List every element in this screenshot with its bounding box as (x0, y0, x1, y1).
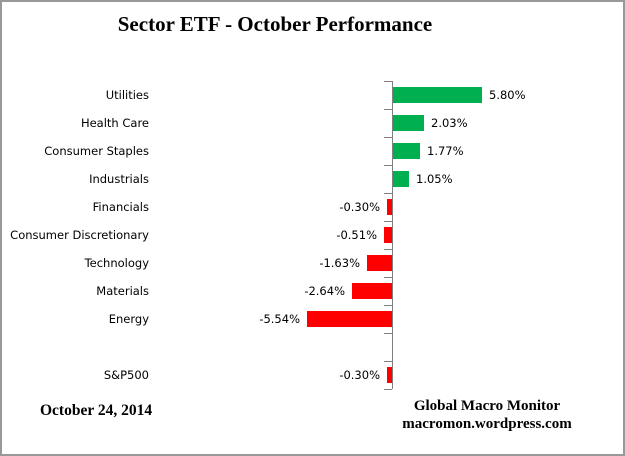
value-label: 2.03% (431, 116, 468, 130)
bar-negative (384, 227, 392, 243)
chart-title: Sector ETF - October Performance (117, 12, 433, 36)
axis-tick (384, 389, 392, 390)
axis-tick (384, 81, 392, 82)
bar-negative (352, 283, 392, 299)
axis-tick (384, 249, 392, 250)
category-label: Industrials (89, 172, 149, 186)
category-label: Consumer Staples (44, 144, 149, 158)
bar-negative (307, 311, 392, 327)
category-label: Technology (84, 256, 149, 270)
value-label: -2.64% (304, 284, 345, 298)
bar-positive (393, 115, 424, 131)
value-label: -0.30% (339, 368, 380, 382)
axis-tick (384, 221, 392, 222)
category-label: Health Care (80, 116, 149, 130)
value-label: -1.63% (319, 256, 360, 270)
bar-positive (393, 87, 482, 103)
credit-block: Global Macro Monitor macromon.wordpress.… (375, 398, 599, 433)
value-label: 1.05% (416, 172, 453, 186)
category-label: Consumer Discretionary (10, 228, 149, 242)
axis-tick (384, 361, 392, 362)
axis-tick (384, 109, 392, 110)
value-label: -0.51% (336, 228, 377, 242)
axis-tick (384, 305, 392, 306)
category-label: Materials (96, 284, 149, 298)
category-label: Financials (92, 200, 149, 214)
axis-tick (384, 193, 392, 194)
value-label: -5.54% (259, 312, 300, 326)
bar-positive (393, 171, 409, 187)
axis-tick (384, 333, 392, 334)
chart-date: October 24, 2014 (40, 402, 153, 419)
bar-positive (393, 143, 420, 159)
bar-negative (387, 199, 392, 215)
axis-tick (384, 137, 392, 138)
category-label: Energy (108, 312, 149, 326)
credit-url: macromon.wordpress.com (402, 415, 572, 432)
value-label: 5.80% (489, 88, 526, 102)
category-axis-line (392, 81, 393, 389)
axis-tick (384, 277, 392, 278)
bar-negative (387, 367, 392, 383)
axis-tick (384, 165, 392, 166)
value-label: -0.30% (339, 200, 380, 214)
bar-negative (367, 255, 392, 271)
credit-source: Global Macro Monitor (413, 398, 561, 414)
category-label: Utilities (105, 88, 149, 102)
category-label: S&P500 (103, 368, 149, 382)
value-label: 1.77% (427, 144, 464, 158)
